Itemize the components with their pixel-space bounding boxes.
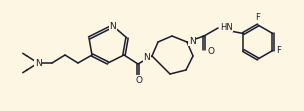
Text: N: N <box>143 53 150 61</box>
Text: N: N <box>110 22 116 31</box>
Text: F: F <box>256 13 261 22</box>
Text: N: N <box>35 58 41 67</box>
Text: F: F <box>276 46 281 55</box>
Text: O: O <box>207 47 214 56</box>
Text: O: O <box>136 75 143 84</box>
Text: HN: HN <box>220 23 233 32</box>
Text: N: N <box>189 37 196 46</box>
